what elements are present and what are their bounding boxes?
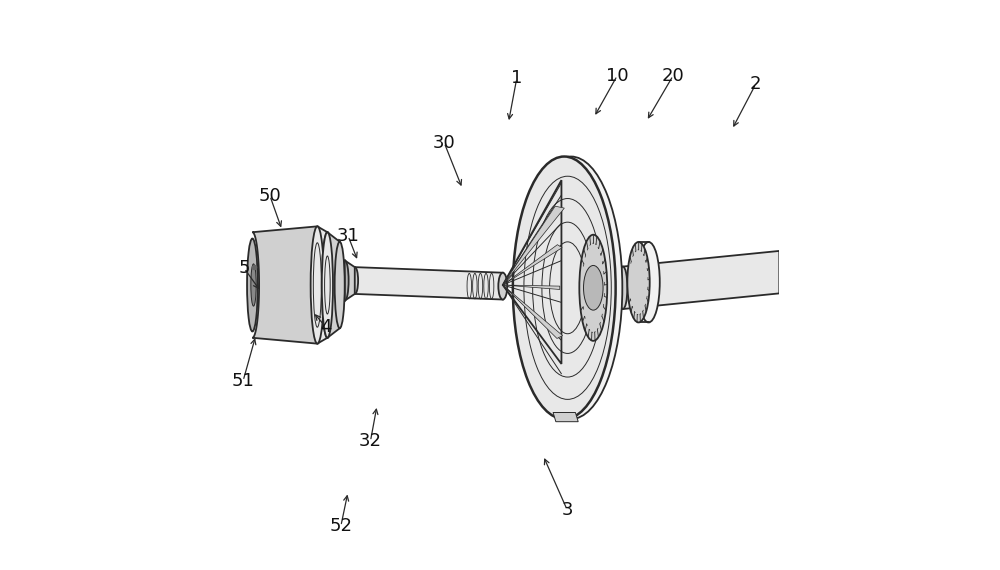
Ellipse shape: [584, 266, 603, 310]
Ellipse shape: [322, 232, 333, 338]
Ellipse shape: [513, 157, 616, 419]
Text: 3: 3: [561, 500, 573, 519]
Ellipse shape: [341, 260, 349, 300]
Text: 52: 52: [329, 518, 352, 535]
Ellipse shape: [247, 239, 258, 331]
Ellipse shape: [322, 232, 333, 338]
Polygon shape: [623, 251, 779, 309]
Ellipse shape: [351, 267, 358, 294]
Ellipse shape: [251, 264, 256, 306]
Ellipse shape: [618, 267, 627, 309]
Ellipse shape: [627, 242, 650, 323]
Text: 5: 5: [238, 259, 250, 277]
Text: 1: 1: [511, 70, 522, 87]
Text: 4: 4: [320, 318, 331, 336]
Polygon shape: [503, 285, 560, 290]
Text: 2: 2: [750, 75, 762, 93]
Ellipse shape: [579, 235, 607, 341]
Polygon shape: [317, 226, 327, 344]
Polygon shape: [252, 226, 324, 344]
Ellipse shape: [520, 157, 622, 419]
Polygon shape: [345, 260, 355, 300]
Polygon shape: [503, 206, 564, 285]
Text: 31: 31: [337, 227, 359, 245]
Polygon shape: [503, 245, 562, 285]
Polygon shape: [355, 267, 503, 299]
Text: 30: 30: [433, 133, 456, 152]
Text: 51: 51: [232, 372, 254, 390]
Ellipse shape: [327, 263, 335, 298]
Polygon shape: [327, 232, 340, 338]
Ellipse shape: [335, 242, 345, 328]
Polygon shape: [503, 285, 563, 339]
Text: 32: 32: [359, 433, 382, 450]
Text: 20: 20: [662, 67, 685, 84]
Text: 10: 10: [606, 67, 629, 84]
Ellipse shape: [498, 272, 507, 299]
Text: 50: 50: [258, 186, 281, 205]
Ellipse shape: [311, 226, 324, 344]
Polygon shape: [553, 413, 578, 422]
Ellipse shape: [637, 242, 660, 323]
Polygon shape: [331, 260, 345, 300]
